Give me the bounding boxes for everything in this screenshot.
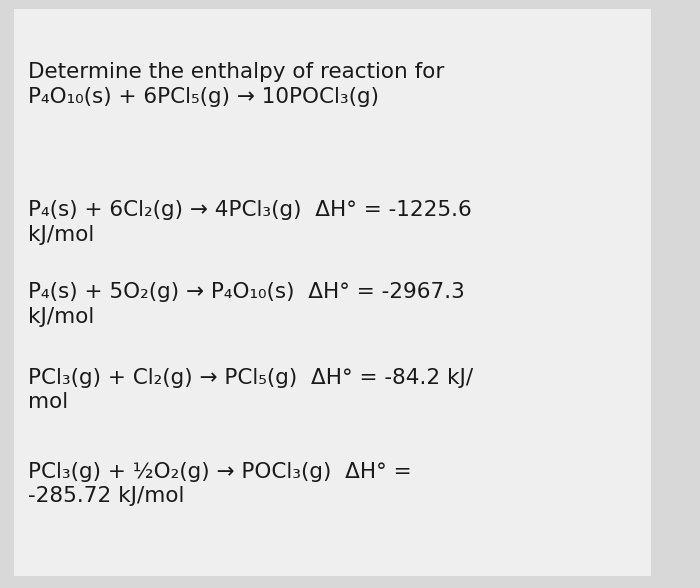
Text: P₄(s) + 6Cl₂(g) → 4PCl₃(g)  ΔH° = -1225.6
kJ/mol: P₄(s) + 6Cl₂(g) → 4PCl₃(g) ΔH° = -1225.6…: [28, 200, 472, 245]
FancyBboxPatch shape: [14, 9, 651, 576]
Text: PCl₃(g) + ½O₂(g) → POCl₃(g)  ΔH° =
-285.72 kJ/mol: PCl₃(g) + ½O₂(g) → POCl₃(g) ΔH° = -285.7…: [28, 462, 412, 506]
Text: Determine the enthalpy of reaction for
P₄O₁₀(s) + 6PCl₅(g) → 10POCl₃(g): Determine the enthalpy of reaction for P…: [28, 62, 444, 106]
Text: P₄(s) + 5O₂(g) → P₄O₁₀(s)  ΔH° = -2967.3
kJ/mol: P₄(s) + 5O₂(g) → P₄O₁₀(s) ΔH° = -2967.3 …: [28, 282, 465, 327]
Text: PCl₃(g) + Cl₂(g) → PCl₅(g)  ΔH° = -84.2 kJ/
mol: PCl₃(g) + Cl₂(g) → PCl₅(g) ΔH° = -84.2 k…: [28, 368, 473, 412]
